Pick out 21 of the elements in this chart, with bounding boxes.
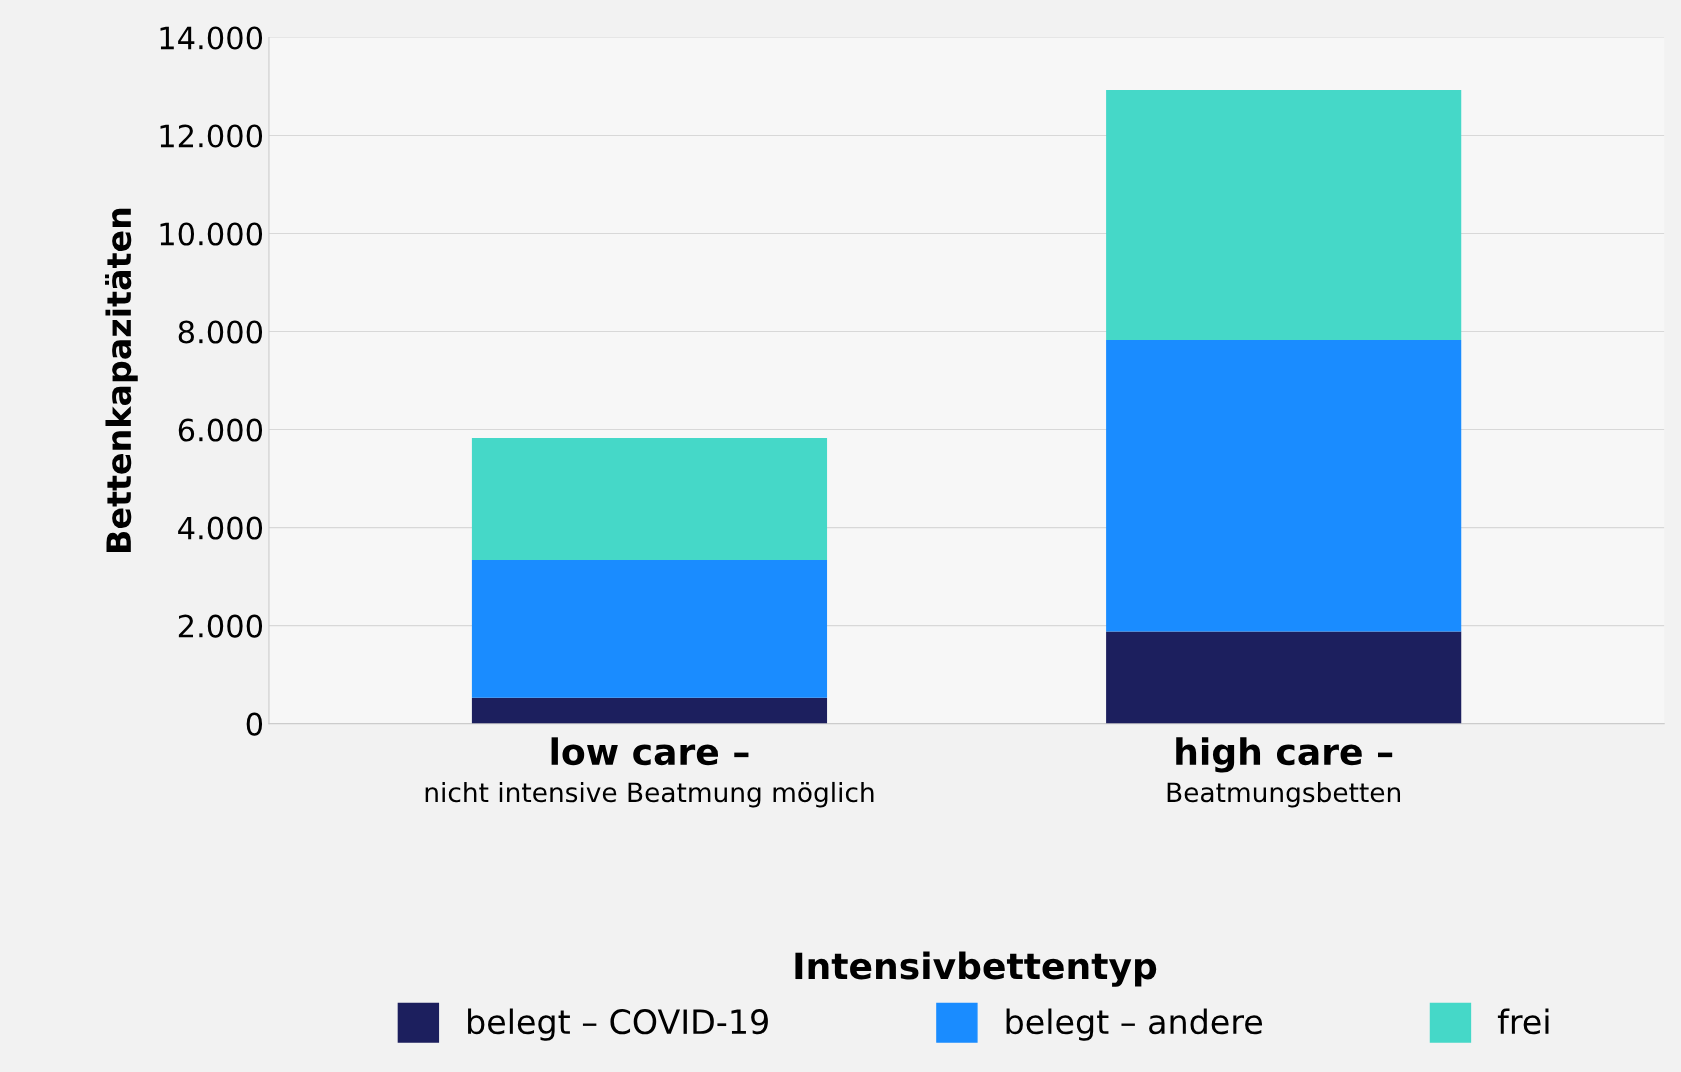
y-tick-label: 2.000 bbox=[178, 614, 263, 638]
bar bbox=[1106, 339, 1462, 632]
y-tick-label: 8.000 bbox=[178, 320, 263, 344]
legend-label: belegt – COVID-19 bbox=[468, 1008, 768, 1041]
legend-label: belegt – andere bbox=[1006, 1008, 1263, 1041]
y-tick-label: 6.000 bbox=[178, 418, 263, 442]
y-tick-label: 0 bbox=[246, 712, 263, 736]
x-tick-label: low care – nicht intensive Beatmung möglich bbox=[425, 737, 874, 808]
x-tick-label: high care – Beatmungsbetten bbox=[1167, 737, 1401, 808]
y-axis-title: Bettenkapazitäten bbox=[105, 208, 138, 552]
y-tick-label: 14.000 bbox=[160, 26, 263, 50]
y-tick-label: 10.000 bbox=[160, 222, 263, 246]
y-tick-label: 12.000 bbox=[160, 124, 263, 148]
bar bbox=[471, 697, 828, 724]
bar bbox=[471, 559, 828, 698]
bar bbox=[471, 437, 828, 560]
legend-title: Intensivbettentyp bbox=[795, 951, 1157, 987]
bar bbox=[1106, 89, 1462, 340]
legend-label: frei bbox=[1497, 1008, 1549, 1035]
y-tick-label: 4.000 bbox=[178, 516, 263, 540]
bar bbox=[1106, 631, 1462, 724]
